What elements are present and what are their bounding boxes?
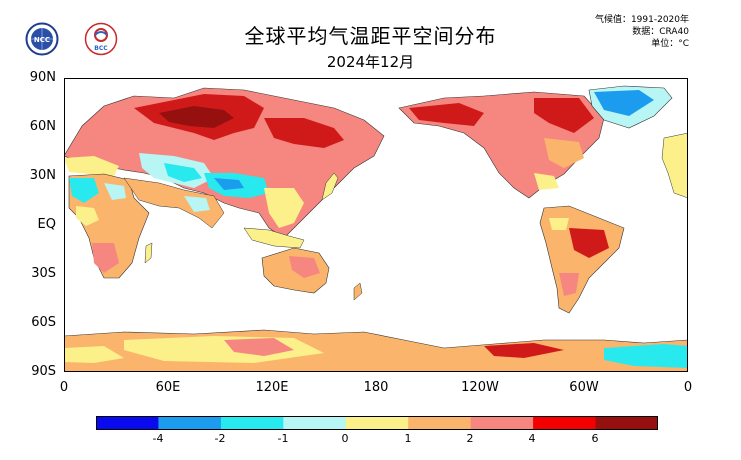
colorbar-cell [470, 416, 534, 430]
lat-label-30s: 30S [31, 266, 56, 281]
europe-west-region [661, 132, 688, 199]
dataset-label: 数据：CRA40 [632, 27, 689, 37]
colorbar-label: 6 [591, 432, 599, 445]
lon-label-120w: 120W [461, 380, 499, 395]
colorbar-label: 2 [466, 432, 474, 445]
north-america-region [398, 91, 605, 199]
south-asia-region [123, 177, 225, 229]
colorbar [96, 416, 658, 430]
colorbar-label: 0 [341, 432, 349, 445]
greenland-region [588, 85, 673, 129]
colorbar-cell [533, 416, 597, 430]
lon-label-60e: 60E [155, 380, 181, 395]
colorbar-label: -1 [277, 432, 289, 445]
antarctica-region [64, 329, 688, 372]
colorbar-cell [96, 416, 159, 430]
map-subtitle: 2024年12月 [326, 53, 415, 71]
lat-label-30n: 30N [29, 168, 56, 183]
australia-region [261, 247, 330, 294]
lat-label-90n: 90N [29, 70, 56, 85]
colorbar-label: -2 [214, 432, 226, 445]
colorbar-label: -4 [152, 432, 164, 445]
lon-label-120e: 120E [255, 380, 289, 395]
colorbar-cell [158, 416, 222, 430]
lat-label-eq: EQ [37, 217, 56, 232]
colorbar-cell [220, 416, 284, 430]
map-frame [64, 78, 688, 372]
madagascar-region [144, 242, 153, 264]
lat-label-90s: 90S [31, 364, 56, 379]
climatology-label: 气候值：1991-2020年 [594, 15, 689, 25]
ncc-logo: NCC [25, 22, 59, 56]
south-america-region [539, 205, 625, 314]
ncc-logo-text: NCC [34, 36, 50, 44]
eurasia-region [64, 87, 385, 239]
bcc-logo: BCC [84, 22, 118, 56]
lat-label-60n: 60N [29, 119, 56, 134]
africa-region [68, 173, 150, 279]
colorbar-cell [283, 416, 347, 430]
colorbar-cell [595, 416, 658, 430]
map-metadata: 气候值：1991-2020年 数据：CRA40 单位：°C [595, 14, 689, 50]
new-zealand-region [353, 282, 363, 301]
japan-region [321, 172, 339, 201]
lat-label-60s: 60S [31, 315, 56, 330]
lon-label-0-east: 0 [683, 380, 693, 395]
bcc-logo-text: BCC [94, 45, 108, 52]
lon-label-0: 0 [59, 380, 69, 395]
lon-label-60w: 60W [569, 380, 599, 395]
colorbar-label: 4 [528, 432, 536, 445]
colorbar-cell [345, 416, 409, 430]
lon-label-180: 180 [363, 380, 389, 395]
anomaly-map [64, 78, 688, 372]
india-cold-spot [184, 196, 210, 212]
indonesia-region [243, 227, 305, 249]
map-title: 全球平均气温距平空间分布 [244, 24, 497, 48]
colorbar-cell [408, 416, 472, 430]
unit-label: 单位：°C [651, 39, 689, 49]
colorbar-label: 1 [404, 432, 412, 445]
